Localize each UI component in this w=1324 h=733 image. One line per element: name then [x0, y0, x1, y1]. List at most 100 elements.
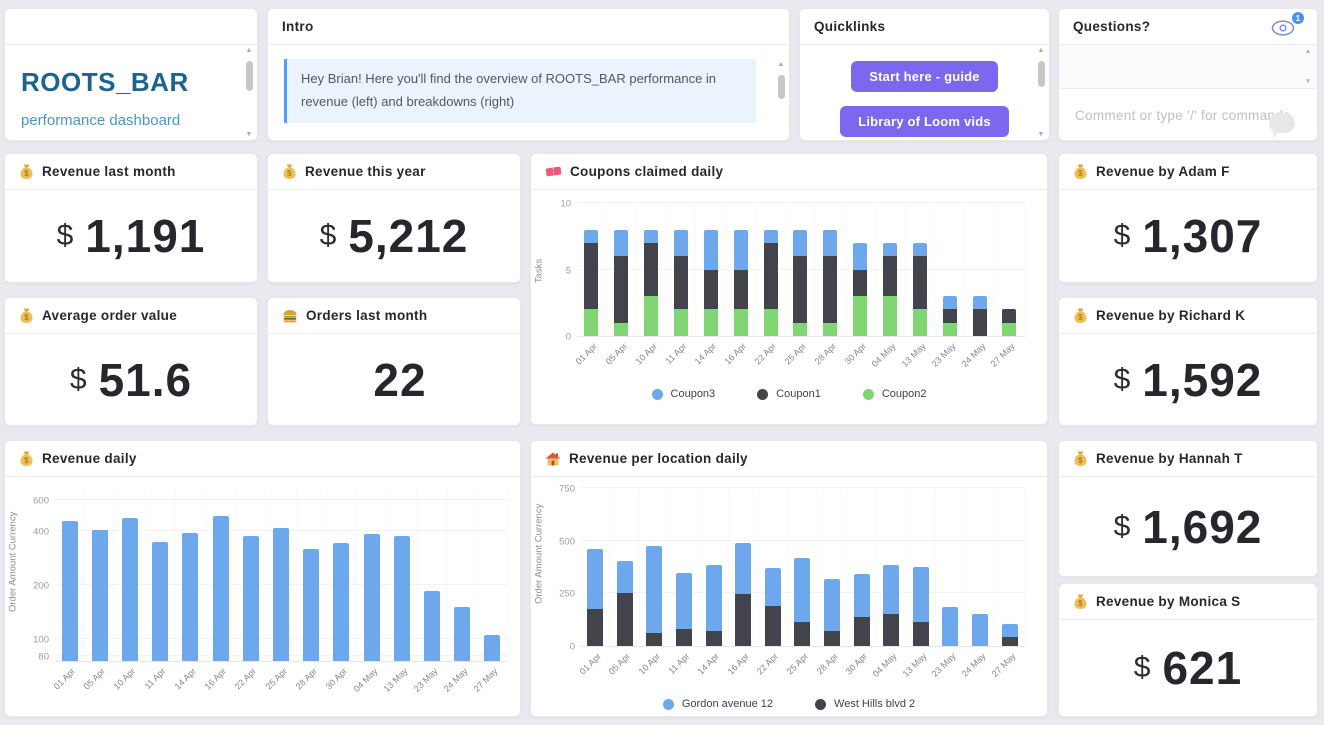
intro-scrollbar[interactable]: ▲ ▼: [775, 61, 787, 140]
bar-segment-coupon3: [942, 296, 957, 310]
x-axis-label: 11 Apr: [663, 341, 689, 367]
bar-segment-coupon3: [614, 229, 629, 257]
bar-segment-coupon2: [1002, 322, 1017, 336]
chart-column: [297, 489, 327, 661]
legend-item-coupon3[interactable]: Coupon3: [651, 388, 716, 400]
bar-segment-order-amount: [454, 607, 471, 661]
chart-column: [905, 204, 936, 336]
y-axis-tick: 0: [565, 331, 571, 343]
bar-segment-coupon1: [912, 256, 927, 310]
money-bag-icon: $: [1073, 163, 1088, 180]
x-axis-label: 16 Apr: [202, 666, 229, 692]
svg-text:$: $: [287, 169, 292, 178]
kpi-header: $ Revenue by Monica S: [1059, 584, 1317, 620]
chart-plot-area: [581, 487, 1025, 647]
chart-column: [55, 489, 86, 661]
bar-segment-coupon2: [763, 309, 778, 336]
chart-column: [448, 489, 478, 661]
y-axis-tick: 10: [560, 198, 571, 210]
bar-segment-gordon-avenue-12: [587, 549, 604, 610]
chart-card-title: Revenue daily: [42, 451, 137, 466]
svg-text:$: $: [1078, 599, 1083, 608]
x-axis-label: 10 Apr: [633, 341, 659, 367]
quicklinks-scrollbar[interactable]: ▲ ▼: [1035, 47, 1047, 138]
brand-subtitle: performance dashboard: [21, 112, 181, 129]
bar-segment-coupon3: [703, 229, 718, 270]
bar-segment-coupon1: [644, 242, 659, 297]
watchers-eye-icon[interactable]: 1: [1269, 10, 1305, 40]
kpi-value: 621: [1162, 642, 1243, 694]
questions-card-header: Questions? 1: [1059, 9, 1317, 45]
questions-card-title: Questions?: [1073, 19, 1151, 34]
chart-card-header: $ Revenue daily: [5, 441, 520, 477]
scroll-up-icon[interactable]: ▲: [777, 61, 785, 68]
brand-title: ROOTS_BAR: [21, 67, 189, 97]
bar-segment-coupon2: [733, 309, 748, 336]
kpi-title: Orders last month: [306, 308, 428, 323]
chart-column: [816, 204, 846, 336]
scroll-up-icon[interactable]: ▲: [1037, 47, 1045, 54]
revenue-by-hannah-card: $ Revenue by Hannah T $ 1,692: [1058, 440, 1318, 577]
legend-item-west-hills-blvd-2[interactable]: West Hills blvd 2: [815, 698, 915, 710]
comment-input[interactable]: Comment or type '/' for commands: [1059, 89, 1317, 140]
kpi-title: Revenue by Richard K: [1096, 308, 1246, 323]
legend-item-coupon2[interactable]: Coupon2: [862, 388, 926, 400]
start-here-guide-button[interactable]: Start here - guide: [851, 61, 998, 92]
scroll-down-icon[interactable]: ▼: [245, 131, 253, 138]
chart-column: [577, 204, 607, 336]
bar-segment-order-amount: [393, 536, 410, 661]
x-axis-label: 14 Apr: [692, 341, 719, 367]
library-of-loom-vids-button[interactable]: Library of Loom vids: [840, 106, 1009, 137]
brand-scrollbar[interactable]: ▲ ▼: [243, 47, 255, 138]
bar-segment-order-amount: [333, 542, 350, 661]
bar-segment-coupon2: [703, 309, 718, 336]
bar-segment-coupon1: [763, 242, 778, 310]
bar-segment-coupon3: [644, 229, 659, 243]
scroll-up-icon[interactable]: ▲: [245, 47, 253, 54]
comments-scrollbar[interactable]: ▲ ▼: [1303, 48, 1313, 85]
chart-column: [726, 204, 757, 336]
y-axis-title: Order Amount Currency: [533, 503, 545, 604]
scrollbar-thumb[interactable]: [245, 61, 253, 91]
bar-segment-gordon-avenue-12: [824, 578, 841, 632]
x-axis-label: 05 Apr: [81, 666, 108, 692]
chart-column: [729, 489, 759, 646]
legend-label: Coupon3: [670, 388, 716, 400]
chart-column: [637, 204, 667, 336]
chart-column: [877, 489, 907, 646]
scroll-down-icon[interactable]: ▼: [1037, 131, 1045, 138]
legend-dot: [757, 388, 769, 400]
bar-segment-coupon2: [912, 309, 927, 336]
bar-segment-order-amount: [363, 534, 380, 661]
scrollbar-thumb[interactable]: [777, 75, 785, 99]
kpi-title: Average order value: [42, 308, 178, 323]
y-axis-tick: 750: [559, 483, 575, 495]
x-axis-label: 28 Apr: [812, 341, 838, 367]
legend-item-gordon-avenue-12[interactable]: Gordon avenue 12: [662, 698, 773, 710]
chart-column: [788, 489, 818, 646]
bar-segment-coupon2: [853, 296, 868, 336]
scroll-down-icon[interactable]: ▼: [1304, 78, 1312, 85]
svg-text:$: $: [24, 456, 29, 465]
intro-card-header: Intro: [268, 9, 789, 45]
y-axis-tick: 500: [559, 536, 575, 548]
x-axis-label: 25 Apr: [263, 666, 289, 692]
bar-segment-gordon-avenue-12: [646, 545, 663, 634]
chart-column: [756, 204, 787, 336]
scroll-up-icon[interactable]: ▲: [1304, 48, 1312, 55]
scrollbar-thumb[interactable]: [1037, 61, 1045, 87]
chart-column: [965, 204, 996, 336]
legend-item-coupon1[interactable]: Coupon1: [757, 388, 821, 400]
kpi-header: Orders last month: [268, 298, 520, 334]
bar-segment-west-hills-blvd-2: [587, 609, 604, 646]
revenue-by-monica-card: $ Revenue by Monica S $ 621: [1058, 583, 1318, 717]
gridline: [581, 539, 1025, 541]
y-axis-title: Order Amount Currency: [7, 511, 19, 612]
questions-card: Questions? 1 ▲ ▼ Comment or type '/' for…: [1058, 8, 1318, 141]
bar-segment-west-hills-blvd-2: [853, 616, 870, 646]
bar-segment-coupon3: [584, 229, 599, 243]
svg-text:$: $: [1078, 456, 1083, 465]
bar-segment-west-hills-blvd-2: [883, 614, 900, 646]
bar-segment-gordon-avenue-12: [912, 567, 929, 622]
